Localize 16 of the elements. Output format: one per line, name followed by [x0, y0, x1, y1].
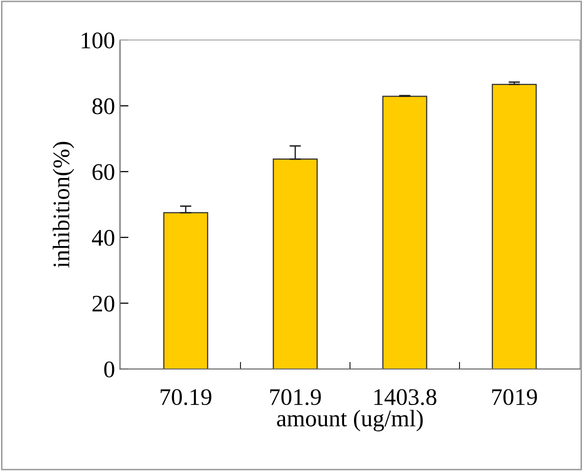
bar [382, 96, 428, 369]
x-tick-label: 701.9 [270, 389, 321, 406]
x-axis-title: amount (ug/ml) [277, 410, 423, 432]
y-tick-label: 100 [82, 32, 114, 48]
bar [492, 84, 537, 369]
y-tick-label: 20 [92, 296, 114, 312]
y-tick-label: 0 [104, 361, 114, 378]
y-axis-title: inhibition(%) [52, 142, 74, 268]
y-tick-label: 40 [92, 230, 114, 246]
bar [272, 158, 318, 369]
x-tick-label: 70.19 [160, 389, 212, 406]
y-tick-label: 80 [92, 98, 114, 114]
y-tick-label: 60 [92, 164, 114, 180]
bar [163, 212, 208, 369]
x-tick-label: 7019 [492, 389, 537, 406]
x-tick-label: 1403.8 [374, 389, 436, 406]
